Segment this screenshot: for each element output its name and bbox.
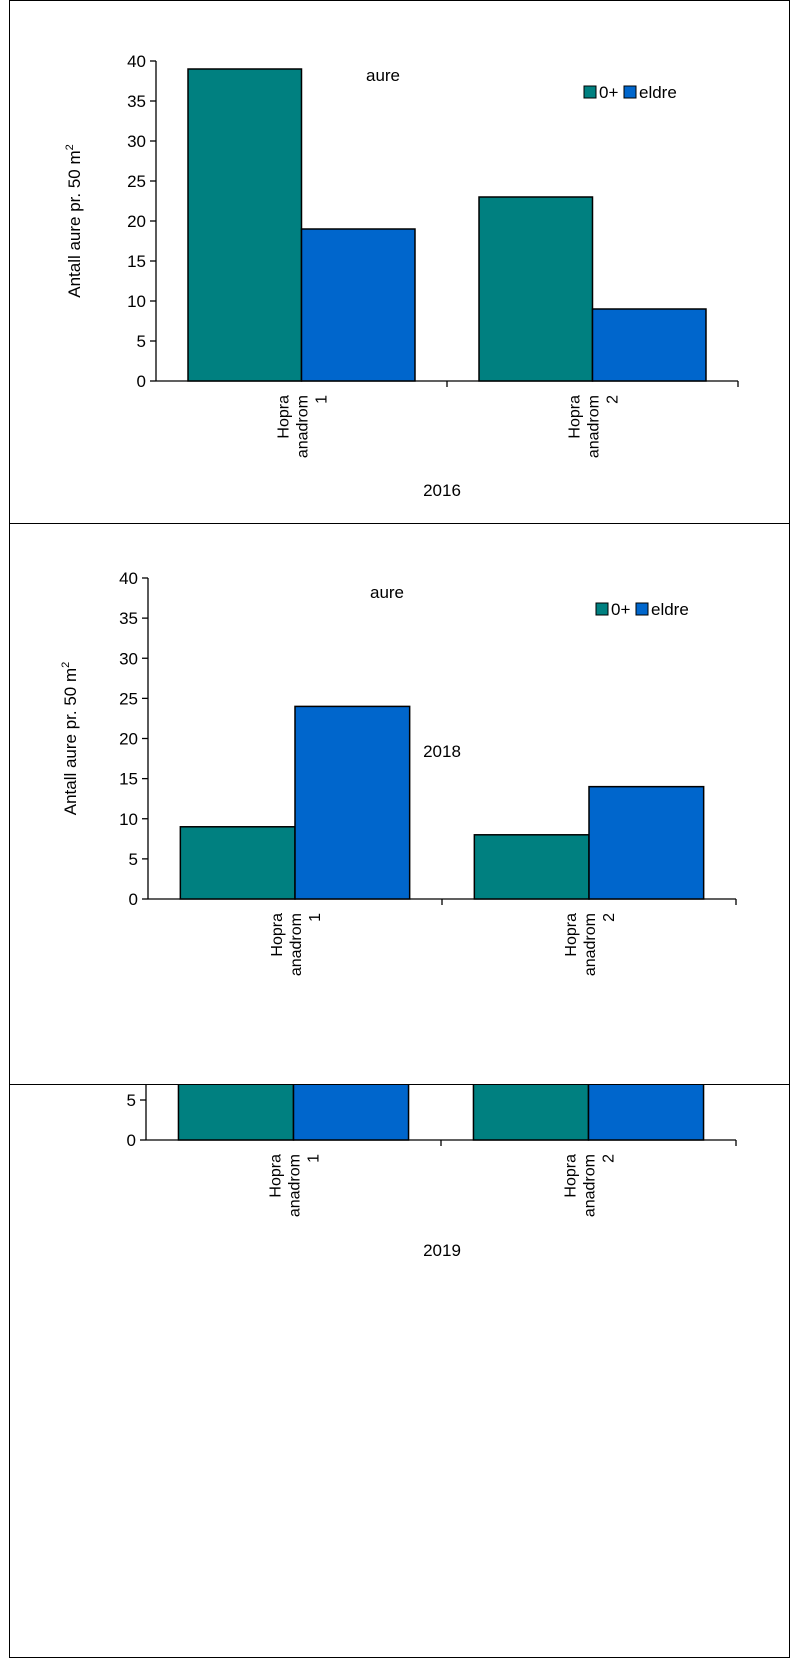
y-tick-label-15: 15 <box>119 770 138 789</box>
legend-swatch-0plus <box>595 602 609 616</box>
y-tick-label-0: 0 <box>137 372 146 391</box>
bar-eldre-2019-cat2 <box>587 1085 705 1141</box>
category-label-line: anadrom <box>582 1154 599 1217</box>
category-label-line: anadrom <box>295 395 312 458</box>
y-tick-label-5: 5 <box>129 850 138 869</box>
category-label-line: 2 <box>601 913 618 922</box>
y-tick-label-35: 35 <box>127 92 146 111</box>
category-label-line: Hopra <box>563 913 580 957</box>
chart-panel-2019: 0510152025303540Hopraanadrom1Hopraanadro… <box>9 1084 790 1658</box>
bar-eldre-2018-cat2 <box>588 785 705 900</box>
y-tick-label-25: 25 <box>119 689 138 708</box>
y-tick-label-20: 20 <box>127 212 146 231</box>
y-axis-label-2018: Antall aure pr. 50 m2 <box>60 662 80 816</box>
category-label-line: 1 <box>306 1154 323 1163</box>
chart-panel-2018: 0 5 10 15 20 25 30 35 40 Hopra anadrom 1 Hopra anadro… <box>9 523 790 1085</box>
category-label-line: 2 <box>605 395 622 404</box>
legend-swatch-eldre <box>635 602 649 616</box>
bar-eldre-2019-cat1 <box>292 1085 410 1141</box>
y-tick-label-25: 25 <box>127 172 146 191</box>
y-tick-label-20: 20 <box>119 730 138 749</box>
y-tick-label-0: 0 <box>127 1131 136 1150</box>
y-tick-label-40: 40 <box>119 569 138 588</box>
year-label-2016: 2016 <box>423 481 461 500</box>
category-label-line: Hopra <box>269 913 286 957</box>
year-label-2018: 2018 <box>423 742 461 761</box>
bar-eldre-2016-cat2 <box>591 308 707 382</box>
bar-eldre-2016-cat1 <box>300 228 416 382</box>
category-label-line: 1 <box>314 395 331 404</box>
y-tick-label-35: 35 <box>119 609 138 628</box>
legend-label-eldre: eldre <box>639 83 677 102</box>
year-label-2019: 2019 <box>423 1241 461 1260</box>
y-tick-label-10: 10 <box>119 810 138 829</box>
bar-chart-2019: 0510152025303540Hopraanadrom1Hopraanadro… <box>127 1085 737 1260</box>
bar-0plus-2016-cat2 <box>478 196 594 382</box>
y-tick-label-5: 5 <box>137 332 146 351</box>
y-tick-label-15: 15 <box>127 252 146 271</box>
category-label-line: anadrom <box>287 1154 304 1217</box>
category-label-line: anadrom <box>586 395 603 458</box>
legend-label-0plus: 0+ <box>611 600 630 619</box>
species-annotation: aure <box>370 583 404 602</box>
category-label-line: Hopra <box>268 1154 285 1198</box>
y-tick-label-30: 30 <box>127 132 146 151</box>
category-label-line: Hopra <box>276 395 293 439</box>
bar-0plus-2018-cat2 <box>473 834 590 900</box>
chart-panel-2016: 0 5 10 15 20 25 30 35 40 Hopra anadrom 1 Hopra anadro… <box>9 0 790 524</box>
category-label-line: anadrom <box>288 913 305 976</box>
category-label-line: 1 <box>307 913 324 922</box>
category-label-line: Hopra <box>563 1154 580 1198</box>
bar-0plus-2019-cat1 <box>177 1085 295 1141</box>
category-label-line: 2 <box>601 1154 618 1163</box>
bar-0plus-2016-cat1 <box>187 68 303 382</box>
y-tick-label-40: 40 <box>127 52 146 71</box>
bar-0plus-2019-cat2 <box>472 1085 590 1141</box>
bar-eldre-2018-cat1 <box>294 705 411 900</box>
legend-swatch-eldre <box>623 85 637 99</box>
bar-0plus-2018-cat1 <box>179 826 296 900</box>
y-axis-label-2016: Antall aure pr. 50 m2 <box>64 144 84 298</box>
y-tick-label-0: 0 <box>129 890 138 909</box>
legend-label-0plus: 0+ <box>599 83 618 102</box>
y-tick-label-10: 10 <box>127 292 146 311</box>
category-label-line: Hopra <box>567 395 584 439</box>
legend-swatch-0plus <box>583 85 597 99</box>
category-label-line: anadrom <box>582 913 599 976</box>
y-tick-label-5: 5 <box>127 1091 136 1110</box>
species-annotation: aure <box>366 66 400 85</box>
legend-label-eldre: eldre <box>651 600 689 619</box>
y-tick-label-30: 30 <box>119 649 138 668</box>
